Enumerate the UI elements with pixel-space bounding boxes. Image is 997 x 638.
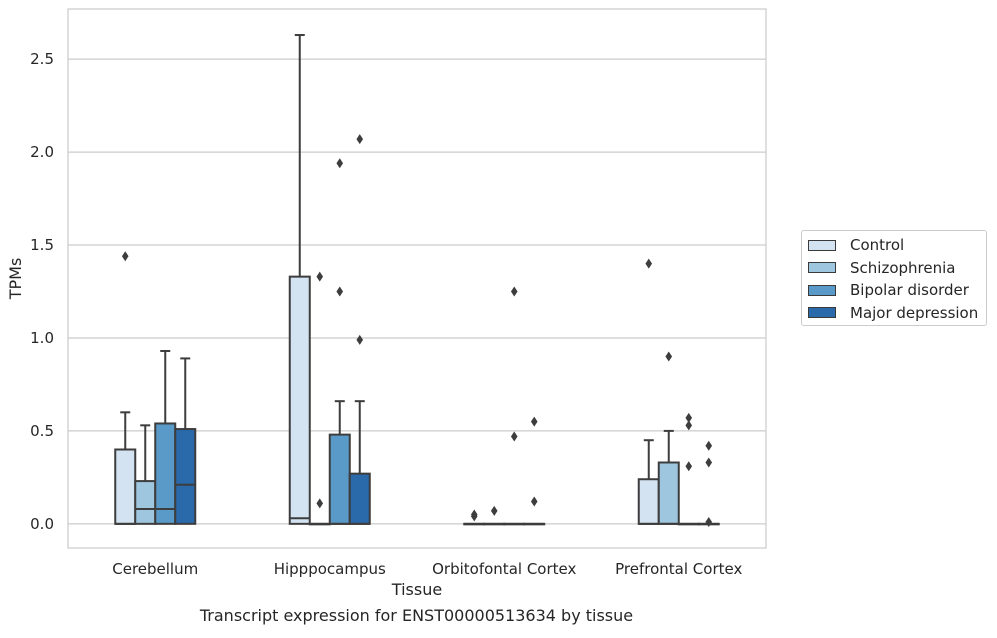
y-axis-label: TPMs — [6, 258, 25, 301]
outlier-point — [705, 516, 713, 527]
y-tick-label: 1.0 — [30, 329, 54, 347]
box-bipolar-disorder — [503, 286, 526, 526]
box-bipolar-disorder — [328, 158, 351, 525]
box-body — [637, 478, 660, 525]
outlier-point — [530, 496, 538, 507]
outlier-point — [645, 258, 653, 269]
y-tick-label: 2.0 — [30, 143, 54, 161]
box-major-depression — [174, 357, 197, 525]
box-control — [637, 258, 660, 525]
x-tick-labels: Cerebellum Hipppocampus Orbitofontal Corte… — [112, 560, 742, 578]
box-bipolar-disorder — [154, 349, 177, 525]
box-major-depression — [348, 134, 371, 525]
legend-swatch — [808, 239, 836, 251]
plot-frame — [67, 8, 767, 549]
box-schizophrenia — [483, 505, 506, 526]
outlier-point — [336, 158, 344, 169]
legend: Control Schizophrenia Bipolar disorder Majo… — [801, 230, 987, 326]
legend-swatch — [808, 262, 836, 273]
box-schizophrenia — [134, 424, 157, 525]
legend-label: Control — [850, 236, 905, 254]
legend-item: Schizophrenia — [808, 258, 955, 278]
outlier-point — [510, 431, 518, 442]
y-tick-label: 1.5 — [30, 236, 54, 254]
box-schizophrenia — [657, 351, 680, 525]
x-tick-label: Orbitofontal Cortex — [432, 560, 576, 578]
outlier-point — [530, 416, 538, 427]
outlier-point — [510, 286, 518, 297]
box-body — [288, 275, 311, 525]
y-tick-label: 0.5 — [30, 422, 54, 440]
box-control — [463, 509, 486, 526]
box-body — [134, 480, 157, 525]
outlier-point — [336, 286, 344, 297]
box-body — [174, 428, 197, 525]
y-tick-label: 0.0 — [30, 515, 54, 533]
outlier-point — [685, 412, 693, 423]
outlier-point — [685, 461, 693, 472]
boxplot-marks — [114, 34, 720, 527]
outlier-point — [316, 498, 324, 509]
x-tick-label: Hipppocampus — [274, 560, 386, 578]
x-tick-label: Prefrontal Cortex — [615, 560, 742, 578]
outlier-point — [121, 251, 129, 262]
box-body — [348, 472, 371, 525]
legend-label: Major depression — [850, 303, 979, 322]
y-tick-label: 2.5 — [30, 50, 54, 68]
legend-label: Bipolar disorder — [850, 281, 969, 299]
x-tick-label: Cerebellum — [112, 560, 198, 578]
box-major-depression — [523, 416, 546, 526]
outlier-point — [490, 505, 498, 516]
box-body — [328, 433, 351, 525]
outlier-point — [665, 351, 673, 362]
legend-swatch — [808, 307, 836, 318]
legend-swatch — [808, 284, 836, 296]
outlier-point — [705, 440, 713, 451]
box-bipolar-disorder — [677, 412, 700, 526]
outlier-point — [356, 334, 364, 345]
box-body — [114, 448, 137, 525]
box-schizophrenia — [308, 271, 331, 526]
legend-label: Schizophrenia — [850, 258, 956, 277]
y-tick-labels: 0.0 0.5 1.0 1.5 2.0 2.5 — [30, 50, 54, 533]
legend-item: Major depression — [808, 303, 978, 323]
box-body — [657, 461, 680, 525]
outlier-point — [685, 420, 693, 431]
x-axis-label: Tissue — [391, 580, 442, 599]
legend-item: Bipolar disorder — [808, 280, 969, 300]
outlier-point — [356, 134, 364, 145]
outlier-point — [316, 271, 324, 282]
outlier-point — [705, 457, 713, 468]
legend-item: Control — [808, 235, 904, 255]
box-control — [114, 251, 137, 525]
chart-caption: Transcript expression for ENST0000051363… — [199, 606, 634, 625]
outlier-point — [470, 511, 478, 522]
box-control — [288, 34, 311, 525]
box-major-depression — [697, 440, 720, 527]
